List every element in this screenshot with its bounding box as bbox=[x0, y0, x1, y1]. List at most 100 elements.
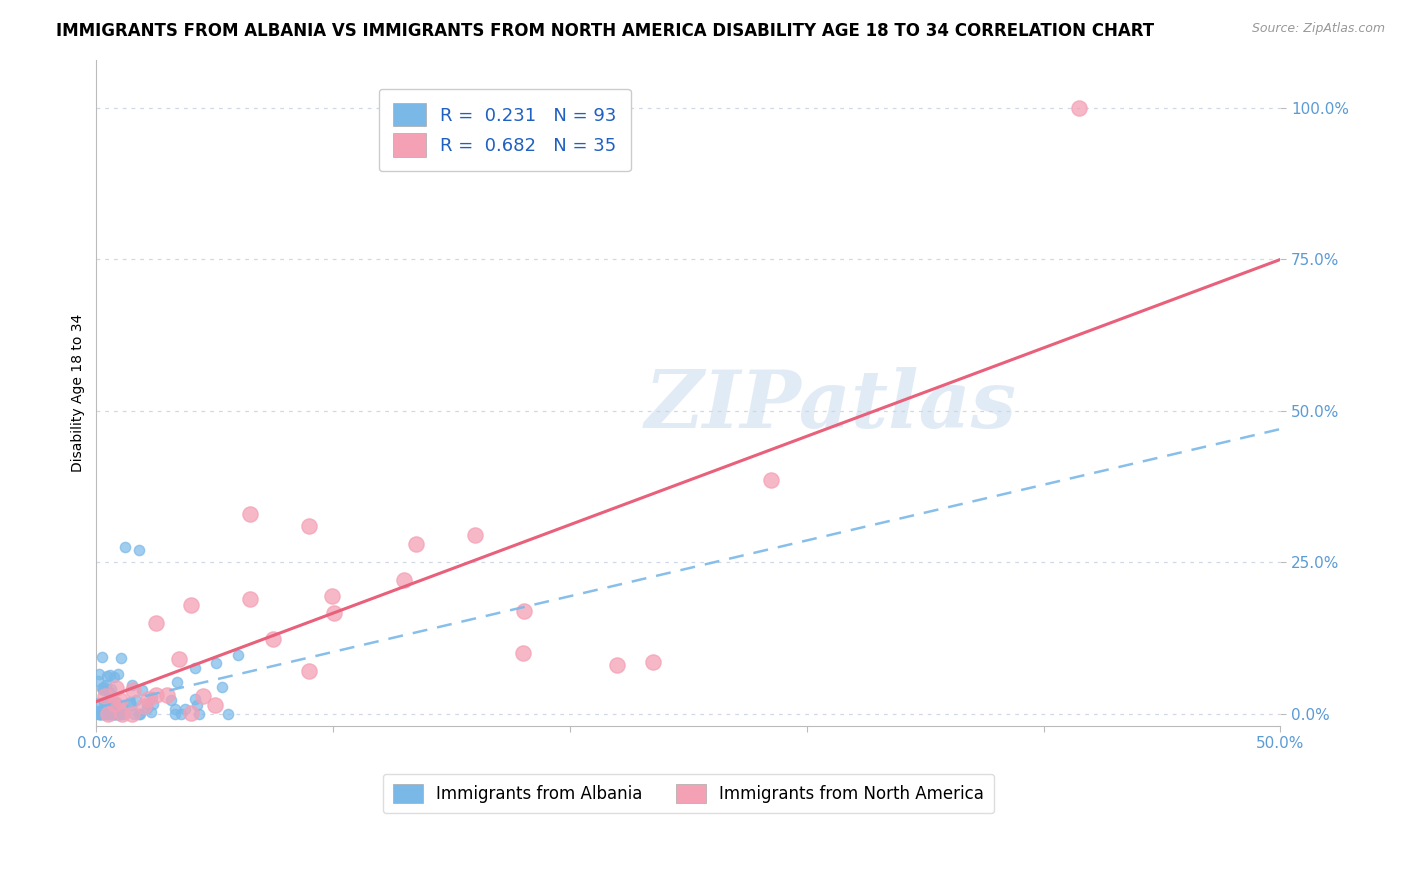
Point bbox=[103, 670, 125, 684]
Point bbox=[170, 706, 193, 721]
Point bbox=[98, 703, 121, 717]
Point bbox=[104, 697, 127, 711]
Point bbox=[90, 706, 112, 721]
Point bbox=[217, 706, 239, 721]
Point bbox=[165, 702, 187, 716]
Point bbox=[103, 706, 125, 721]
Point bbox=[90, 650, 112, 665]
Point bbox=[94, 689, 117, 703]
Point bbox=[93, 706, 115, 720]
Point bbox=[156, 688, 179, 702]
Point bbox=[114, 540, 136, 554]
Point bbox=[405, 537, 427, 551]
Point bbox=[188, 706, 211, 721]
Point bbox=[96, 669, 118, 683]
Point bbox=[90, 706, 112, 721]
Point bbox=[87, 706, 110, 721]
Point bbox=[98, 689, 121, 703]
Point bbox=[93, 680, 115, 694]
Point bbox=[184, 661, 207, 675]
Point bbox=[100, 681, 122, 696]
Point bbox=[135, 698, 157, 712]
Text: Source: ZipAtlas.com: Source: ZipAtlas.com bbox=[1251, 22, 1385, 36]
Point bbox=[110, 706, 132, 721]
Point bbox=[128, 706, 150, 721]
Point bbox=[183, 692, 205, 706]
Point bbox=[128, 543, 150, 558]
Point bbox=[110, 706, 132, 721]
Point bbox=[582, 101, 605, 115]
Y-axis label: Disability Age 18 to 34: Disability Age 18 to 34 bbox=[72, 314, 86, 472]
Point bbox=[131, 682, 153, 697]
Point bbox=[322, 606, 344, 620]
Point bbox=[125, 693, 148, 707]
Point bbox=[136, 691, 159, 706]
Point bbox=[103, 706, 125, 721]
Point bbox=[107, 706, 129, 721]
Point bbox=[91, 706, 114, 720]
Point bbox=[100, 706, 122, 721]
Point bbox=[108, 693, 131, 707]
Point bbox=[145, 689, 167, 703]
Point bbox=[96, 682, 118, 697]
Point bbox=[166, 675, 188, 690]
Point bbox=[110, 651, 132, 665]
Point bbox=[641, 655, 664, 669]
Point bbox=[122, 682, 145, 697]
Point bbox=[98, 706, 121, 721]
Point bbox=[513, 604, 536, 618]
Point bbox=[94, 706, 117, 721]
Point bbox=[104, 695, 127, 709]
Point bbox=[142, 698, 165, 712]
Point bbox=[96, 697, 118, 711]
Point bbox=[91, 706, 114, 721]
Point bbox=[239, 507, 262, 521]
Point bbox=[464, 528, 486, 542]
Point bbox=[262, 632, 284, 647]
Point bbox=[174, 702, 197, 716]
Point bbox=[121, 706, 143, 721]
Point bbox=[90, 681, 112, 695]
Point bbox=[91, 683, 114, 698]
Point bbox=[97, 706, 120, 721]
Point bbox=[104, 681, 127, 695]
Point bbox=[392, 574, 415, 588]
Text: IMMIGRANTS FROM ALBANIA VS IMMIGRANTS FROM NORTH AMERICA DISABILITY AGE 18 TO 34: IMMIGRANTS FROM ALBANIA VS IMMIGRANTS FR… bbox=[56, 22, 1154, 40]
Point bbox=[128, 706, 150, 721]
Point bbox=[180, 706, 202, 720]
Point bbox=[139, 706, 162, 720]
Point bbox=[107, 706, 129, 721]
Point bbox=[97, 706, 120, 721]
Point bbox=[606, 658, 628, 673]
Point bbox=[211, 680, 233, 694]
Point bbox=[93, 706, 115, 721]
Point bbox=[205, 656, 228, 670]
Point bbox=[89, 706, 111, 721]
Point bbox=[87, 706, 110, 721]
Point bbox=[186, 698, 208, 713]
Point bbox=[761, 474, 783, 488]
Point bbox=[136, 701, 159, 715]
Point bbox=[104, 703, 127, 717]
Point bbox=[89, 704, 111, 718]
Point bbox=[124, 706, 146, 721]
Point bbox=[94, 678, 117, 692]
Point bbox=[167, 652, 190, 666]
Point bbox=[118, 695, 141, 709]
Point bbox=[298, 519, 321, 533]
Point bbox=[96, 698, 118, 713]
Point bbox=[105, 706, 128, 721]
Point bbox=[86, 696, 108, 710]
Point bbox=[191, 689, 214, 703]
Text: ZIPatlas: ZIPatlas bbox=[644, 368, 1017, 445]
Point bbox=[100, 706, 122, 721]
Point bbox=[111, 699, 134, 714]
Point bbox=[87, 667, 110, 681]
Point bbox=[89, 706, 111, 721]
Point bbox=[107, 706, 129, 721]
Point bbox=[101, 700, 124, 714]
Point bbox=[1069, 101, 1091, 115]
Point bbox=[107, 667, 129, 681]
Point bbox=[121, 678, 143, 692]
Point bbox=[204, 698, 226, 712]
